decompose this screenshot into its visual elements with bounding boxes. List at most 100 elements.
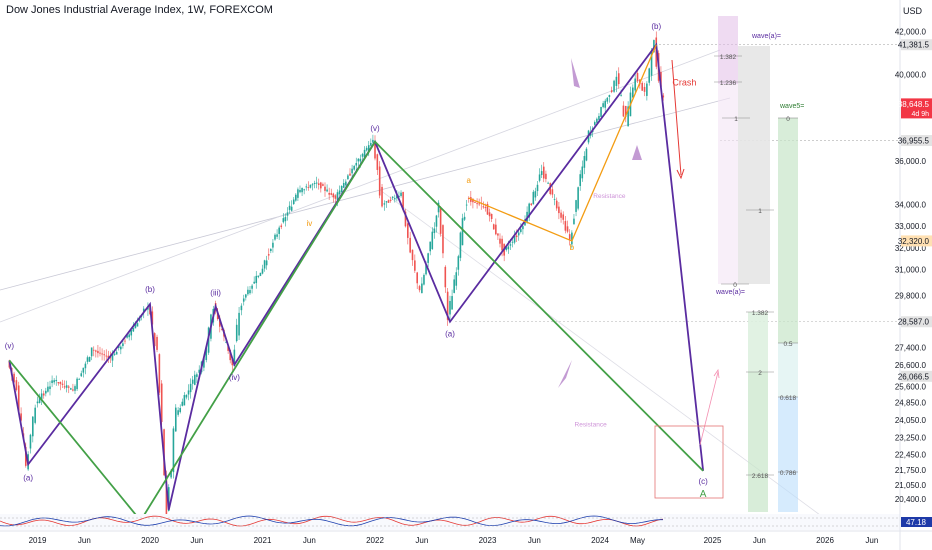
candle-body bbox=[499, 238, 501, 244]
candle-body bbox=[547, 182, 549, 184]
candle-body bbox=[404, 211, 407, 227]
candle-body bbox=[505, 247, 508, 250]
candle-body bbox=[72, 389, 74, 391]
fib5-zone-bottom bbox=[778, 397, 798, 512]
candle-body bbox=[193, 374, 196, 385]
candle-body bbox=[255, 275, 258, 284]
candle-body bbox=[648, 68, 651, 83]
candle-body bbox=[128, 334, 130, 338]
candle-body bbox=[242, 298, 245, 302]
candle-body bbox=[400, 192, 402, 196]
candle-body bbox=[596, 118, 598, 123]
wave-label: (b) bbox=[651, 22, 661, 31]
fib-level-label: 1.236 bbox=[720, 80, 737, 87]
candle-body bbox=[545, 173, 547, 180]
candle-body bbox=[425, 264, 427, 275]
candle-body bbox=[113, 353, 116, 355]
candle-body bbox=[363, 149, 366, 158]
candle-body bbox=[653, 40, 655, 53]
candle-body bbox=[515, 235, 518, 238]
candle-body bbox=[288, 205, 291, 210]
fib-zone-target-top bbox=[748, 312, 768, 372]
candle-body bbox=[431, 231, 434, 250]
candle-body bbox=[342, 183, 345, 188]
target-box bbox=[654, 425, 724, 499]
candle-body bbox=[615, 76, 618, 86]
candle-body bbox=[51, 380, 53, 384]
x-tick-label: 2023 bbox=[479, 536, 497, 545]
candle-body bbox=[492, 224, 495, 230]
candle-body bbox=[187, 390, 190, 395]
fib-wave5-tool[interactable]: wave5= 0 0.5 0.618 0.786 bbox=[778, 103, 804, 512]
candle-body bbox=[367, 145, 370, 152]
fib-level-label: 0 bbox=[733, 282, 737, 289]
x-tick-label: 2026 bbox=[816, 536, 834, 545]
resistance-line bbox=[0, 49, 721, 323]
candle-body bbox=[61, 383, 64, 385]
price-tag-label: 36,955.5 bbox=[898, 137, 930, 146]
wave-label: b bbox=[570, 243, 575, 252]
wave-label: (c) bbox=[698, 477, 708, 486]
candle-body bbox=[105, 355, 108, 357]
candle-body bbox=[74, 386, 76, 391]
candle-body bbox=[433, 228, 436, 234]
y-tick-label: 22,450.0 bbox=[895, 451, 927, 460]
y-tick-label: 20,400.0 bbox=[895, 495, 927, 504]
crash-label: Crash bbox=[672, 77, 696, 87]
y-tick-label: 24,050.0 bbox=[895, 416, 927, 425]
support-line bbox=[379, 189, 821, 516]
candle-body bbox=[522, 226, 524, 230]
candle-body bbox=[40, 393, 43, 401]
candle-body bbox=[303, 189, 305, 191]
candle-body bbox=[361, 154, 364, 157]
y-tick-label: 27,400.0 bbox=[895, 343, 927, 352]
candle-body bbox=[347, 175, 349, 180]
candle-body bbox=[536, 184, 539, 192]
candle-body bbox=[353, 165, 355, 170]
wave-lines[interactable] bbox=[8, 42, 705, 523]
resistance-label: Resistance bbox=[593, 193, 626, 200]
time-axis[interactable]: 2019 Jun 2020 Jun 2021 Jun 2022 Jun 2023 Jun 2024 M… bbox=[0, 530, 932, 545]
candle-body bbox=[534, 191, 537, 198]
candle-body bbox=[165, 475, 168, 514]
candle-body bbox=[583, 155, 586, 168]
candle-body bbox=[402, 191, 404, 211]
candle-body bbox=[414, 260, 416, 271]
candle-body bbox=[439, 207, 442, 234]
candle-body bbox=[274, 234, 276, 240]
oscillator-line bbox=[0, 515, 664, 527]
candle-body bbox=[575, 200, 577, 212]
fib-wave-a-tool[interactable]: wave(a)= wave(a)= 1.382 1.236 1 0 1 1.382 2 2.618 bbox=[714, 16, 781, 512]
candle-body bbox=[336, 192, 339, 201]
candle-body bbox=[225, 342, 227, 343]
price-tag-label: 26,066.5 bbox=[898, 372, 930, 381]
candle-body bbox=[370, 142, 372, 146]
candle-body bbox=[449, 300, 451, 315]
candle-body bbox=[497, 233, 499, 236]
candle-body bbox=[95, 350, 97, 352]
price-tag bbox=[901, 316, 932, 328]
candle-body bbox=[636, 73, 639, 82]
y-tick-label: 31,000.0 bbox=[895, 265, 927, 274]
candle-body bbox=[153, 333, 156, 347]
candle-body bbox=[276, 234, 278, 237]
candle-body bbox=[585, 148, 588, 161]
rebound-arrow-head bbox=[713, 368, 720, 379]
candle-body bbox=[383, 203, 386, 205]
candle-body bbox=[307, 187, 310, 188]
candle-body bbox=[297, 189, 299, 198]
candle-body bbox=[560, 212, 562, 218]
x-tick-label: Jun bbox=[415, 536, 428, 545]
price-axis[interactable]: 42,000.0 40,000.0 36,000.0 34,000.0 33,000.0… bbox=[895, 0, 932, 550]
candle-body bbox=[365, 147, 368, 151]
candle-body bbox=[38, 396, 41, 403]
candle-body bbox=[322, 184, 324, 186]
candle-body bbox=[429, 241, 432, 252]
candle-body bbox=[643, 86, 646, 92]
candle-body bbox=[427, 253, 429, 263]
candle-body bbox=[391, 196, 394, 198]
fib-level-label: 0 bbox=[786, 116, 790, 123]
candle-body bbox=[662, 95, 665, 98]
candle-body bbox=[160, 383, 163, 422]
